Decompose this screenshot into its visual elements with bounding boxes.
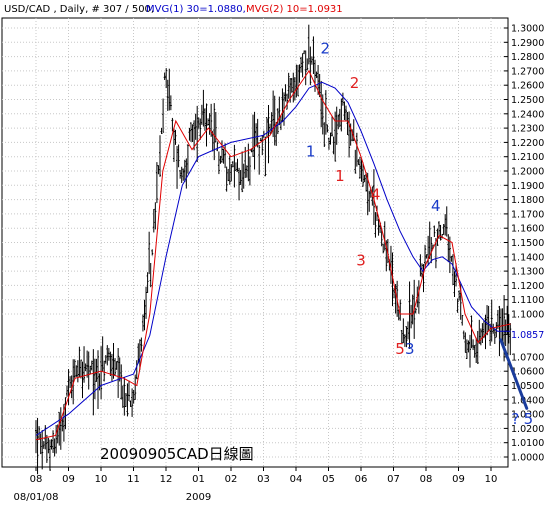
y-tick-label: 1.0300 [511,410,544,421]
x-tick-label: 02 [225,474,238,485]
header-mvg1: MVG(1) 30=1.0880, [146,4,246,15]
y-tick-label: 1.0857 [511,330,544,341]
wave-label: ? [511,410,519,428]
y-tick-label: 1.1600 [511,224,544,235]
y-tick-label: 1.1200 [511,281,544,292]
x-tick-label: 06 [355,474,368,485]
projection-line [499,338,529,410]
y-tick-label: 1.1400 [511,252,544,263]
x-tick-label: 08 [30,474,43,485]
y-tick-label: 1.2500 [511,95,544,106]
wave-label: 4 [431,197,441,215]
moving-average-lines [35,69,511,441]
x-tick-label: 09 [62,474,75,485]
y-tick-label: 1.0500 [511,381,544,392]
x-axis: 08 09 10 11 12 01 02 03 04 05 06 07 08 09 10 08/01/08 20… [14,467,498,503]
wave-label: 2 [350,74,360,92]
y-tick-label: 1.2300 [511,124,544,135]
x-tick-label: 01 [192,474,205,485]
wave-label: 3 [405,340,415,358]
x-tick-label: 07 [387,474,400,485]
y-tick-label: 1.0000 [511,452,544,463]
y-tick-label: 1.0200 [511,424,544,435]
y-tick-label: 1.2400 [511,109,544,120]
header-symbol: USD/CAD , Daily, # 307 / 500, [4,4,154,15]
y-tick-label: 1.1100 [511,295,544,306]
y-tick-label: 1.0100 [511,438,544,449]
y-tick-label: 1.1900 [511,181,544,192]
y-tick-label: 1.1500 [511,238,544,249]
x-tick-label: 05 [322,474,335,485]
x-sublabel: 2009 [186,492,211,503]
wave-label: 2 [320,40,330,58]
y-axis: 1.3000 1.2900 1.2800 1.2700 1.2600 1.2500 1.24… [504,24,544,463]
y-tick-label: 1.2600 [511,81,544,92]
y-tick-label: 1.0400 [511,395,544,406]
wave-label: 1 [335,167,345,185]
y-tick-label: 1.2800 [511,52,544,63]
y-tick-label: 1.0700 [511,352,544,363]
series-line [35,81,511,436]
y-tick-label: 1.1000 [511,309,544,320]
y-tick-label: 1.1700 [511,209,544,220]
x-tick-label: 03 [257,474,270,485]
y-tick-label: 1.1300 [511,267,544,278]
x-tick-label: 08 [420,474,433,485]
wave-label: 4 [371,186,381,204]
header-mvg2: MVG(2) 10=1.0931 [246,4,343,15]
y-tick-label: 1.3000 [511,24,544,35]
x-tick-label: 10 [485,474,498,485]
wave-label: 5 [395,340,405,358]
x-tick-label: 11 [127,474,140,485]
series-line [35,69,511,441]
x-tick-label: 10 [95,474,108,485]
y-tick-label: 1.2000 [511,167,544,178]
x-tick-label: 12 [160,474,173,485]
y-tick-label: 1.1800 [511,195,544,206]
y-tick-label: 1.2900 [511,38,544,49]
wave-label: 3 [356,251,366,269]
watermark-text: 20090905CAD日線圖 [100,445,254,463]
y-tick-label: 1.2700 [511,66,544,77]
wave-label: 1 [306,143,316,161]
wave-label: 5 [524,410,534,428]
x-tick-label: 09 [452,474,465,485]
x-sublabel: 08/01/08 [14,492,59,503]
x-tick-label: 04 [290,474,303,485]
y-tick-label: 1.2200 [511,138,544,149]
y-tick-label: 1.2100 [511,152,544,163]
y-tick-label: 1.0600 [511,367,544,378]
